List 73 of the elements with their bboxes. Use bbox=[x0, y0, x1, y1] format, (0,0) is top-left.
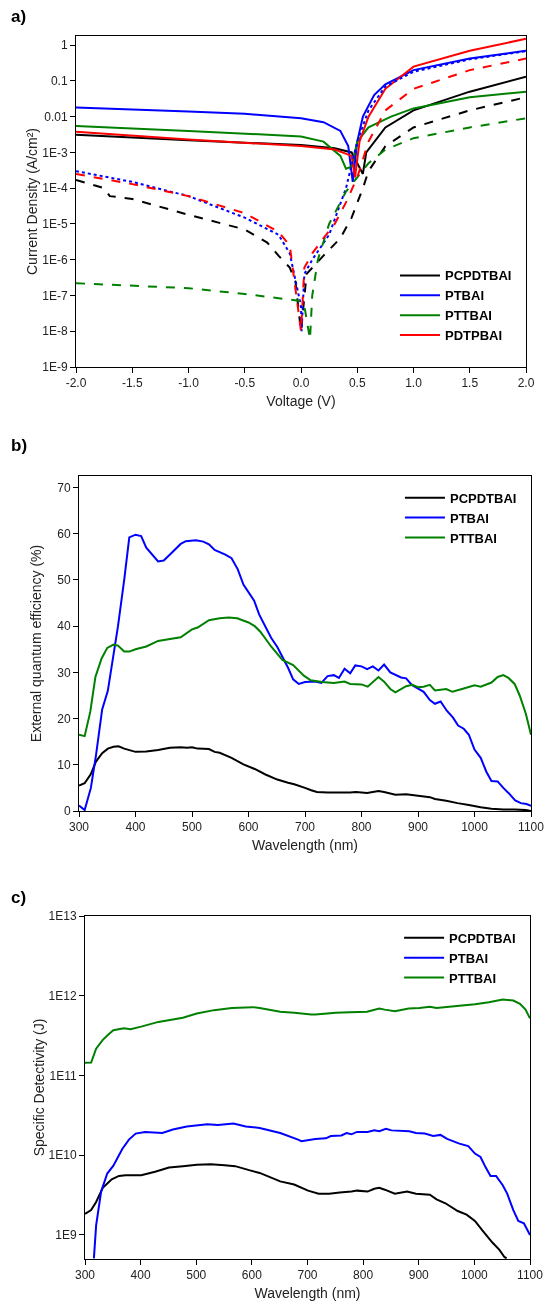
x-tick-label: 900 bbox=[407, 820, 429, 835]
y-tick-label: 1E13 bbox=[48, 909, 77, 924]
y-tick-label: 10 bbox=[57, 757, 71, 772]
y-tick-label: 1E-5 bbox=[42, 217, 68, 232]
legend-label: PTTBAI bbox=[445, 308, 492, 324]
x-tick-label: 1000 bbox=[461, 820, 489, 835]
line-series bbox=[92, 1122, 530, 1259]
y-axis-title: External quantum efficiency (%) bbox=[28, 544, 44, 743]
x-tick-label: 1.0 bbox=[405, 376, 423, 391]
y-tick-label: 1E-3 bbox=[42, 145, 68, 160]
x-tick-label: 300 bbox=[68, 820, 90, 835]
line-series bbox=[79, 616, 531, 738]
y-tick-label: 50 bbox=[57, 573, 71, 588]
chart-title: b) bbox=[11, 435, 28, 455]
x-tick-label: 0.0 bbox=[292, 376, 310, 391]
x-tick-label: 700 bbox=[297, 1268, 318, 1283]
x-tick-label: 500 bbox=[181, 820, 203, 835]
legend-label: PCPDTBAI bbox=[449, 490, 517, 506]
y-tick-label: 1E11 bbox=[49, 1068, 77, 1083]
legend-label: PTBAI bbox=[449, 510, 489, 526]
x-tick-label: 2.0 bbox=[517, 376, 535, 391]
y-tick-label: 1E-7 bbox=[42, 288, 68, 303]
x-tick-label: 500 bbox=[186, 1268, 207, 1283]
x-tick-label: 600 bbox=[241, 1268, 263, 1283]
y-axis-title: Specific Detectivity (J) bbox=[30, 1018, 47, 1157]
legend-label: PCPDTBAI bbox=[449, 930, 516, 946]
x-tick-label: -1.0 bbox=[178, 376, 200, 391]
x-tick-label: 1000 bbox=[461, 1268, 489, 1283]
y-tick-label: 40 bbox=[57, 619, 71, 634]
y-tick-label: 1E9 bbox=[55, 1228, 77, 1243]
x-tick-label: 0.5 bbox=[348, 376, 366, 391]
line-series bbox=[76, 90, 526, 170]
x-axis-title: Wavelength (nm) bbox=[251, 836, 359, 853]
x-tick-label: 800 bbox=[351, 820, 372, 835]
x-tick-label: 400 bbox=[125, 820, 146, 835]
y-tick-label: 1E-6 bbox=[42, 252, 68, 267]
y-tick-label: 0.01 bbox=[44, 109, 68, 124]
x-tick-label: 700 bbox=[294, 820, 316, 835]
y-tick-label: 0.1 bbox=[50, 74, 68, 89]
x-tick-label: 300 bbox=[74, 1268, 96, 1283]
legend-label: PDTPBAI bbox=[445, 328, 503, 344]
x-axis-title: Voltage (V) bbox=[266, 392, 336, 409]
y-tick-label: 30 bbox=[57, 665, 71, 680]
chart-title: a) bbox=[11, 6, 27, 26]
x-tick-label: -2.0 bbox=[65, 376, 87, 391]
line-series bbox=[85, 998, 530, 1064]
x-axis-title: Wavelength (nm) bbox=[254, 1284, 361, 1301]
x-tick-label: 600 bbox=[238, 820, 259, 835]
legend-label: PTBAI bbox=[449, 950, 489, 966]
x-tick-label: 400 bbox=[130, 1268, 151, 1283]
y-tick-label: 70 bbox=[57, 480, 71, 495]
chart-title: c) bbox=[11, 887, 27, 907]
y-tick-label: 20 bbox=[57, 711, 71, 726]
y-tick-label: 1E-8 bbox=[42, 324, 68, 339]
x-tick-label: -0.5 bbox=[234, 376, 256, 391]
x-tick-label: 900 bbox=[408, 1268, 430, 1283]
y-tick-label: 0 bbox=[63, 804, 71, 819]
x-tick-label: 1100 bbox=[518, 820, 545, 835]
legend-label: PTTBAI bbox=[449, 970, 497, 986]
y-axis-title: Current Density (A/cm²) bbox=[24, 127, 41, 276]
y-tick-label: 1E-9 bbox=[42, 360, 68, 375]
x-tick-label: -1.5 bbox=[121, 376, 143, 391]
x-tick-label: 1100 bbox=[517, 1268, 544, 1283]
y-tick-label: 60 bbox=[57, 526, 71, 541]
y-tick-label: 1E-4 bbox=[42, 181, 68, 196]
x-tick-label: 1.5 bbox=[461, 376, 479, 391]
legend-label: PTBAI bbox=[445, 288, 484, 304]
y-tick-label: 1E10 bbox=[48, 1148, 77, 1163]
y-tick-label: 1 bbox=[60, 38, 68, 53]
y-tick-label: 1E12 bbox=[48, 988, 77, 1003]
legend-label: PTTBAI bbox=[449, 530, 497, 546]
x-tick-label: 800 bbox=[353, 1268, 374, 1283]
legend-label: PCPDTBAI bbox=[445, 268, 512, 284]
